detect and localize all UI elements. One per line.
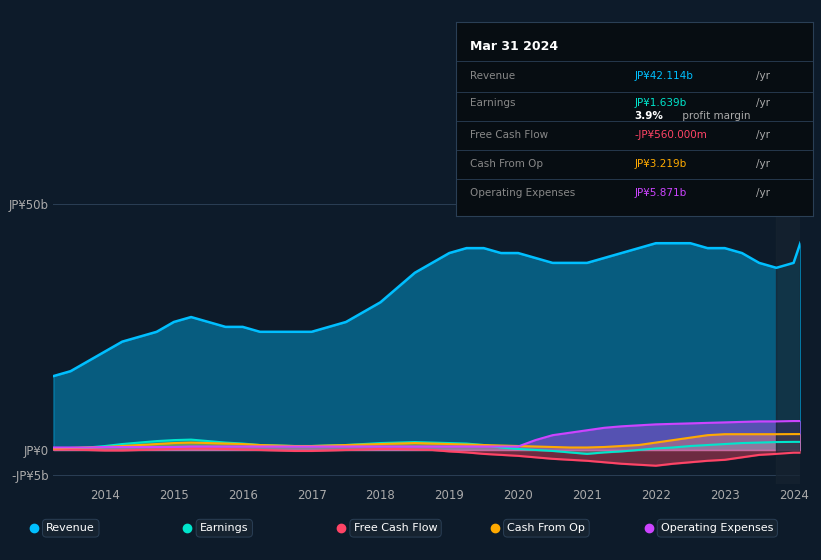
- Text: Earnings: Earnings: [200, 523, 249, 533]
- Text: Earnings: Earnings: [470, 97, 516, 108]
- Text: JP¥5.871b: JP¥5.871b: [635, 188, 686, 198]
- Text: /yr: /yr: [755, 188, 769, 198]
- Text: JP¥1.639b: JP¥1.639b: [635, 97, 686, 108]
- Text: 3.9%: 3.9%: [635, 111, 663, 121]
- Text: Operating Expenses: Operating Expenses: [661, 523, 773, 533]
- Text: /yr: /yr: [755, 72, 769, 82]
- Text: Revenue: Revenue: [46, 523, 95, 533]
- Text: /yr: /yr: [755, 97, 769, 108]
- Text: JP¥42.114b: JP¥42.114b: [635, 72, 693, 82]
- Text: Operating Expenses: Operating Expenses: [470, 188, 576, 198]
- Text: Free Cash Flow: Free Cash Flow: [354, 523, 438, 533]
- Text: Free Cash Flow: Free Cash Flow: [470, 130, 548, 141]
- Text: Mar 31 2024: Mar 31 2024: [470, 40, 558, 53]
- Text: /yr: /yr: [755, 160, 769, 170]
- Text: JP¥3.219b: JP¥3.219b: [635, 160, 686, 170]
- Bar: [777, 179, 800, 484]
- Text: Cash From Op: Cash From Op: [470, 160, 543, 170]
- Text: -JP¥560.000m: -JP¥560.000m: [635, 130, 707, 141]
- Text: Cash From Op: Cash From Op: [507, 523, 585, 533]
- Text: /yr: /yr: [755, 130, 769, 141]
- Text: Revenue: Revenue: [470, 72, 515, 82]
- Text: profit margin: profit margin: [679, 111, 750, 121]
